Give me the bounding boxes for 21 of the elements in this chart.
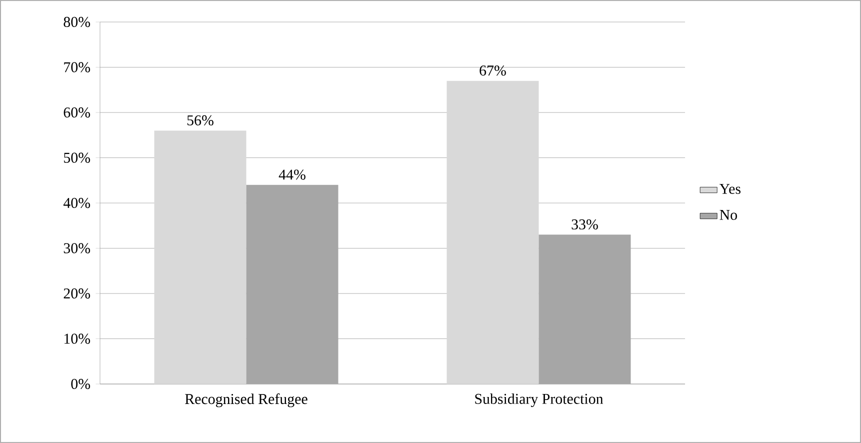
y-tick-label: 40%	[63, 198, 90, 208]
data-label: 56%	[187, 115, 214, 126]
y-tick-label: 20%	[64, 288, 90, 299]
y-tick-label: 30%	[64, 243, 90, 254]
y-tick-label: 50%	[64, 152, 90, 163]
y-tick-label: 10%	[64, 334, 90, 344]
bar	[154, 130, 246, 384]
legend-label: No	[720, 210, 737, 220]
y-tick-label: 0%	[71, 378, 90, 390]
bar	[446, 80, 539, 384]
legend-label: Yes	[719, 184, 740, 194]
y-tick-label: 80%	[64, 16, 90, 28]
data-label: 44%	[278, 170, 306, 180]
x-tick-label: Recognised Refugee	[185, 393, 308, 408]
data-label: 67%	[480, 66, 506, 76]
y-tick-label: 70%	[64, 62, 90, 72]
x-tick-label: Subsidiary Protection	[475, 393, 604, 408]
bar	[246, 184, 338, 384]
bar	[538, 234, 631, 384]
y-tick-label: 60%	[64, 107, 90, 118]
data-label: 33%	[572, 219, 598, 230]
